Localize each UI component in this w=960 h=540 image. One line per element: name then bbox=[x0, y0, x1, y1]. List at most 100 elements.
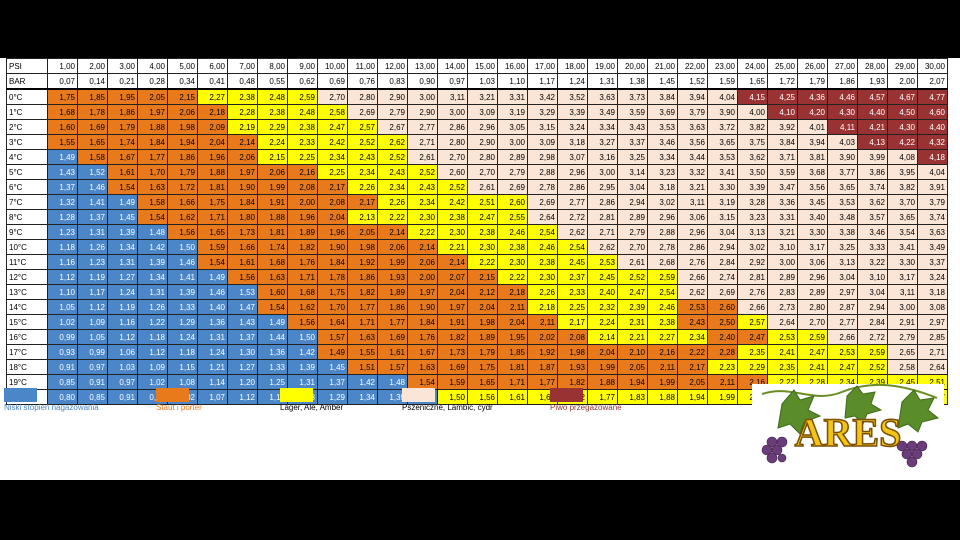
table-cell: 3,28 bbox=[737, 194, 768, 210]
table-cell: 1,37 bbox=[47, 179, 78, 195]
table-cell: 2,06 bbox=[407, 254, 438, 270]
table-cell: 2,66 bbox=[677, 269, 708, 285]
table-cell: 2,47 bbox=[737, 329, 768, 345]
bar-header-cell: 1,03 bbox=[467, 73, 498, 90]
table-cell: 3,33 bbox=[857, 239, 888, 255]
table-cell: 2,70 bbox=[797, 314, 828, 330]
table-cell: 2,04 bbox=[437, 284, 468, 300]
table-cell: 1,26 bbox=[137, 299, 168, 315]
table-cell: 1,31 bbox=[77, 224, 108, 240]
table-cell: 2,26 bbox=[377, 194, 408, 210]
table-cell: 2,46 bbox=[647, 299, 678, 315]
table-cell: 2,77 bbox=[407, 119, 438, 135]
temperature-label: 16°C bbox=[6, 329, 48, 345]
table-cell: 1,31 bbox=[197, 329, 228, 345]
table-cell: 1,98 bbox=[467, 314, 498, 330]
table-cell: 3,37 bbox=[617, 134, 648, 150]
table-cell: 2,97 bbox=[827, 284, 858, 300]
table-cell: 2,62 bbox=[677, 284, 708, 300]
psi-header-cell: 11,00 bbox=[347, 58, 378, 74]
table-cell: 2,17 bbox=[347, 194, 378, 210]
table-cell: 2,65 bbox=[887, 344, 918, 360]
table-row: 5°C 1,43 1,52 1,61 1,70 1,79 1,88 1,97 2,06 2,16 2… bbox=[6, 164, 948, 180]
table-cell: 1,67 bbox=[107, 149, 138, 165]
table-row: 11°C 1,16 1,23 1,31 1,39 1,46 1,54 1,61 1,68 1,76… bbox=[6, 254, 948, 270]
table-cell: 4,32 bbox=[917, 134, 948, 150]
table-cell: 3,19 bbox=[497, 104, 528, 120]
table-cell: 2,21 bbox=[617, 329, 648, 345]
table-row: 0°C 1,75 1,85 1,95 2,05 2,15 2,27 2,38 2,48 2,59 2… bbox=[6, 88, 948, 105]
table-cell: 1,24 bbox=[167, 329, 198, 345]
bar-header-cell: 1,59 bbox=[707, 73, 738, 90]
table-cell: 1,84 bbox=[137, 134, 168, 150]
table-cell: 1,39 bbox=[107, 224, 138, 240]
table-cell: 2,17 bbox=[317, 179, 348, 195]
table-cell: 2,90 bbox=[407, 104, 438, 120]
table-cell: 2,80 bbox=[347, 88, 378, 105]
table-cell: 2,47 bbox=[617, 284, 648, 300]
table-cell: 1,52 bbox=[77, 164, 108, 180]
table-cell: 2,84 bbox=[857, 314, 888, 330]
table-cell: 4,77 bbox=[917, 88, 948, 105]
table-cell: 0,91 bbox=[77, 374, 108, 390]
table-cell: 2,43 bbox=[677, 314, 708, 330]
table-cell: 2,47 bbox=[317, 119, 348, 135]
table-cell: 3,37 bbox=[917, 254, 948, 270]
table-cell: 3,86 bbox=[857, 164, 888, 180]
psi-header-cell: 13,00 bbox=[407, 58, 438, 74]
table-cell: 1,89 bbox=[287, 224, 318, 240]
table-cell: 2,83 bbox=[767, 284, 798, 300]
table-cell: 3,50 bbox=[737, 164, 768, 180]
temperature-label: 12°C bbox=[6, 269, 48, 285]
table-cell: 1,02 bbox=[47, 314, 78, 330]
bar-header-cell: 1,17 bbox=[527, 73, 558, 90]
table-cell: 2,10 bbox=[617, 344, 648, 360]
table-cell: 1,69 bbox=[77, 119, 108, 135]
table-cell: 3,99 bbox=[857, 149, 888, 165]
bar-header-cell: 1,65 bbox=[737, 73, 768, 90]
table-cell: 2,15 bbox=[467, 269, 498, 285]
psi-header-cell: 2,00 bbox=[77, 58, 108, 74]
table-cell: 2,33 bbox=[287, 134, 318, 150]
table-cell: 3,18 bbox=[917, 284, 948, 300]
table-cell: 1,29 bbox=[167, 314, 198, 330]
table-cell: 0,99 bbox=[77, 344, 108, 360]
table-cell: 1,80 bbox=[227, 209, 258, 225]
table-cell: 1,10 bbox=[47, 284, 78, 300]
table-cell: 2,04 bbox=[467, 299, 498, 315]
bar-header-cell: 1,38 bbox=[617, 73, 648, 90]
table-cell: 3,65 bbox=[707, 134, 738, 150]
table-cell: 2,91 bbox=[887, 314, 918, 330]
table-cell: 2,50 bbox=[707, 314, 738, 330]
table-cell: 2,77 bbox=[827, 314, 858, 330]
table-cell: 1,69 bbox=[437, 359, 468, 375]
table-cell: 1,76 bbox=[407, 329, 438, 345]
table-cell: 4,20 bbox=[797, 104, 828, 120]
table-cell: 2,77 bbox=[557, 194, 588, 210]
table-cell: 2,76 bbox=[677, 254, 708, 270]
psi-header-cell: 28,00 bbox=[857, 58, 888, 74]
table-row: 4°C 1,49 1,58 1,67 1,77 1,86 1,96 2,06 2,15 2,25 2… bbox=[6, 149, 948, 165]
table-cell: 3,34 bbox=[587, 119, 618, 135]
table-cell: 1,81 bbox=[257, 224, 288, 240]
table-cell: 1,79 bbox=[467, 344, 498, 360]
table-cell: 2,67 bbox=[377, 119, 408, 135]
table-cell: 3,04 bbox=[827, 269, 858, 285]
temperature-label: 13°C bbox=[6, 284, 48, 300]
table-cell: 2,18 bbox=[497, 284, 528, 300]
table-cell: 1,74 bbox=[107, 134, 138, 150]
table-cell: 2,11 bbox=[497, 299, 528, 315]
table-cell: 4,22 bbox=[887, 134, 918, 150]
table-cell: 2,59 bbox=[857, 344, 888, 360]
table-cell: 4,36 bbox=[797, 88, 828, 105]
bar-header-cell: 1,31 bbox=[587, 73, 618, 90]
table-cell: 1,05 bbox=[77, 329, 108, 345]
table-cell: 3,63 bbox=[677, 119, 708, 135]
table-cell: 2,80 bbox=[797, 299, 828, 315]
table-cell: 2,04 bbox=[317, 209, 348, 225]
table-cell: 2,55 bbox=[497, 209, 528, 225]
table-cell: 1,12 bbox=[137, 344, 168, 360]
table-cell: 1,82 bbox=[437, 329, 468, 345]
table-cell: 3,19 bbox=[707, 194, 738, 210]
table-cell: 3,94 bbox=[797, 134, 828, 150]
